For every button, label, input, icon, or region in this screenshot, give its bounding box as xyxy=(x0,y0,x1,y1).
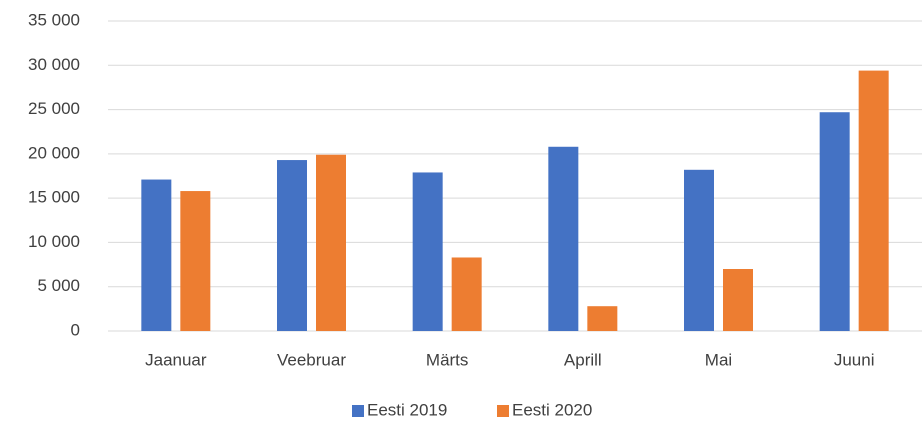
y-tick-label: 35 000 xyxy=(28,10,80,29)
x-tick-label: Mai xyxy=(705,350,732,369)
x-tick-label: Aprill xyxy=(564,350,602,369)
x-tick-label: Juuni xyxy=(834,350,875,369)
legend-swatch xyxy=(497,405,509,417)
bar xyxy=(316,154,346,331)
y-tick-label: 20 000 xyxy=(28,143,80,162)
bar xyxy=(141,179,172,331)
bar xyxy=(548,146,579,331)
x-tick-label: Jaanuar xyxy=(145,350,207,369)
y-tick-label: 10 000 xyxy=(28,232,80,251)
bar xyxy=(412,172,443,331)
y-tick-label: 0 xyxy=(71,320,80,339)
y-tick-label: 15 000 xyxy=(28,188,80,207)
bar xyxy=(180,191,211,331)
bar xyxy=(684,169,714,331)
x-tick-label: Märts xyxy=(426,350,469,369)
bar xyxy=(858,70,889,331)
y-tick-label: 25 000 xyxy=(28,99,80,118)
bar xyxy=(819,112,850,331)
x-tick-label: Veebruar xyxy=(277,350,346,369)
bar xyxy=(723,269,753,331)
legend-label: Eesti 2020 xyxy=(512,400,592,419)
bar xyxy=(587,306,618,331)
y-tick-label: 5 000 xyxy=(37,276,80,295)
bar xyxy=(277,160,307,331)
legend-swatch xyxy=(352,405,364,417)
legend-label: Eesti 2019 xyxy=(367,400,447,419)
y-tick-label: 30 000 xyxy=(28,55,80,74)
bar xyxy=(451,257,482,331)
